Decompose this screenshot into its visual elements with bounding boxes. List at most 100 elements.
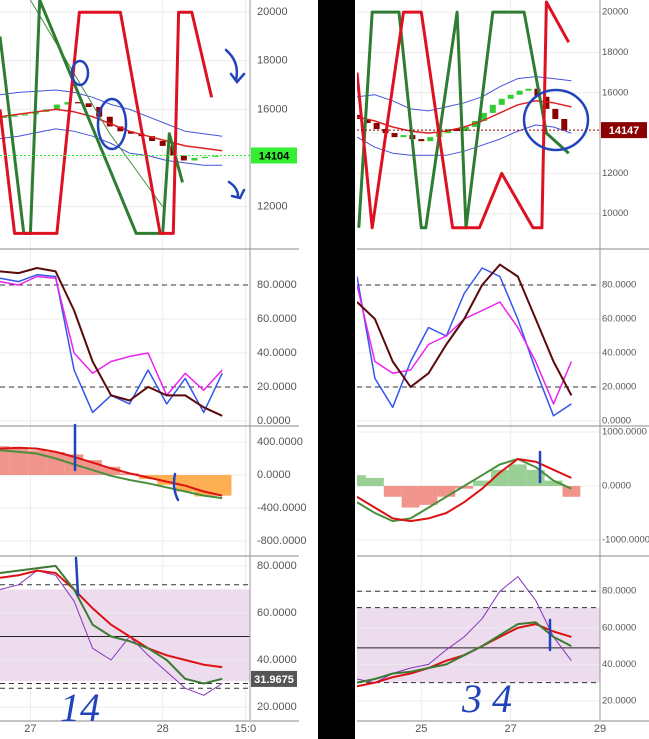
series-line: [357, 267, 572, 417]
series-line: [357, 0, 571, 230]
series-line: [0, 108, 223, 152]
y-tick-label: -1000.0000: [602, 535, 649, 546]
panel: [0, 267, 250, 422]
y-tick-label: 80.0000: [602, 280, 636, 291]
last-value-box: [251, 147, 297, 164]
y-tick-label: 60.0000: [257, 607, 297, 619]
candle: [516, 90, 523, 95]
series-line: [0, 449, 223, 500]
last-value-label: 14147: [609, 125, 640, 137]
y-tick-label: 16000: [602, 87, 628, 98]
hand-drawing: [70, 48, 590, 652]
candle: [64, 102, 71, 105]
y-tick-label: 80.0000: [257, 279, 297, 291]
candle: [212, 155, 219, 157]
y-tick-label: 40.0000: [257, 347, 297, 359]
separator: [318, 0, 355, 739]
histogram-bar: [455, 485, 474, 489]
last-value-label: 14104: [259, 150, 290, 162]
y-tick-label: 12000: [602, 168, 628, 179]
candle: [180, 155, 187, 161]
y-tick-label: 40.0000: [257, 654, 297, 666]
y-tick-label: 18000: [257, 55, 288, 67]
panel: [357, 0, 600, 230]
histogram-bar: [46, 451, 65, 476]
y-tick-label: 12000: [257, 201, 288, 213]
y-tick-label: 20.0000: [257, 701, 297, 713]
series-line: [0, 128, 223, 166]
candle: [53, 104, 60, 110]
histogram-bar: [9, 447, 28, 476]
candle: [525, 88, 532, 91]
y-tick-label: 1000.0000: [602, 427, 647, 438]
panel: [0, 0, 250, 235]
y-tick-label: 80.0000: [257, 560, 297, 572]
ink-circle: [96, 97, 128, 151]
y-tick-label: 80.0000: [602, 586, 636, 597]
candle: [480, 112, 487, 121]
candle: [552, 108, 559, 119]
histogram-bar: [562, 485, 581, 497]
x-tick-label: 29: [594, 723, 606, 735]
x-tick-label: 27: [24, 723, 36, 735]
x-tick-label: 28: [157, 723, 169, 735]
y-tick-label: 18000: [602, 47, 628, 58]
series-line: [357, 263, 573, 396]
rsi-band: [357, 607, 600, 683]
series-line: [357, 458, 572, 523]
histogram-bar: [383, 485, 402, 497]
series-line: [0, 564, 223, 685]
histogram-bar: [491, 469, 509, 486]
histogram-bar: [365, 477, 384, 486]
candle: [427, 137, 434, 142]
series-line: [357, 458, 572, 523]
y-tick-label: 20000: [257, 6, 288, 18]
y-tick-label: -400.0000: [257, 502, 307, 514]
histogram-bar: [27, 450, 47, 476]
y-tick-label: 60.0000: [257, 313, 297, 325]
candle: [159, 141, 166, 146]
y-tick-label: 20.0000: [257, 381, 297, 393]
ink-mark: [172, 472, 180, 502]
candle: [191, 158, 198, 161]
y-tick-label: 20.0000: [602, 695, 636, 706]
histogram-bar: [473, 480, 492, 486]
panel: [0, 564, 250, 708]
y-tick-label: 20000: [602, 7, 628, 18]
histogram-bar: [212, 475, 232, 496]
candle: [149, 136, 156, 142]
candle: [22, 114, 29, 116]
y-tick-label: 60.0000: [602, 622, 636, 633]
candle: [85, 103, 92, 107]
series-line: [357, 621, 572, 684]
candle: [127, 131, 134, 134]
candle: [489, 104, 496, 113]
candle: [0, 116, 7, 118]
candle: [498, 98, 505, 105]
x-tick-label: 15:0: [235, 723, 256, 735]
candle: [202, 156, 209, 159]
histogram-bar: [508, 464, 527, 486]
y-tick-label: 60.0000: [602, 313, 636, 324]
histogram-bar: [157, 475, 176, 485]
last-value-box: [251, 670, 297, 687]
x-tick-label: 27: [505, 723, 517, 735]
histogram-bar: [437, 485, 456, 497]
y-tick-label: 0.0000: [602, 415, 631, 426]
y-tick-label: 40.0000: [602, 659, 636, 670]
candle: [418, 139, 425, 142]
candle: [106, 116, 113, 127]
y-tick-label: 0.0000: [257, 415, 291, 427]
y-tick-label: 400.0000: [257, 436, 303, 448]
series-line: [357, 100, 572, 134]
histogram-bar: [401, 485, 420, 508]
ink-circle: [522, 88, 590, 152]
histogram-bar: [544, 480, 563, 486]
series-line: [0, 446, 223, 497]
series-line: [0, 267, 223, 417]
last-value-box: [601, 122, 647, 139]
histogram-bar: [101, 466, 121, 476]
histogram-bar: [419, 485, 438, 505]
ink-mark: [74, 556, 80, 597]
